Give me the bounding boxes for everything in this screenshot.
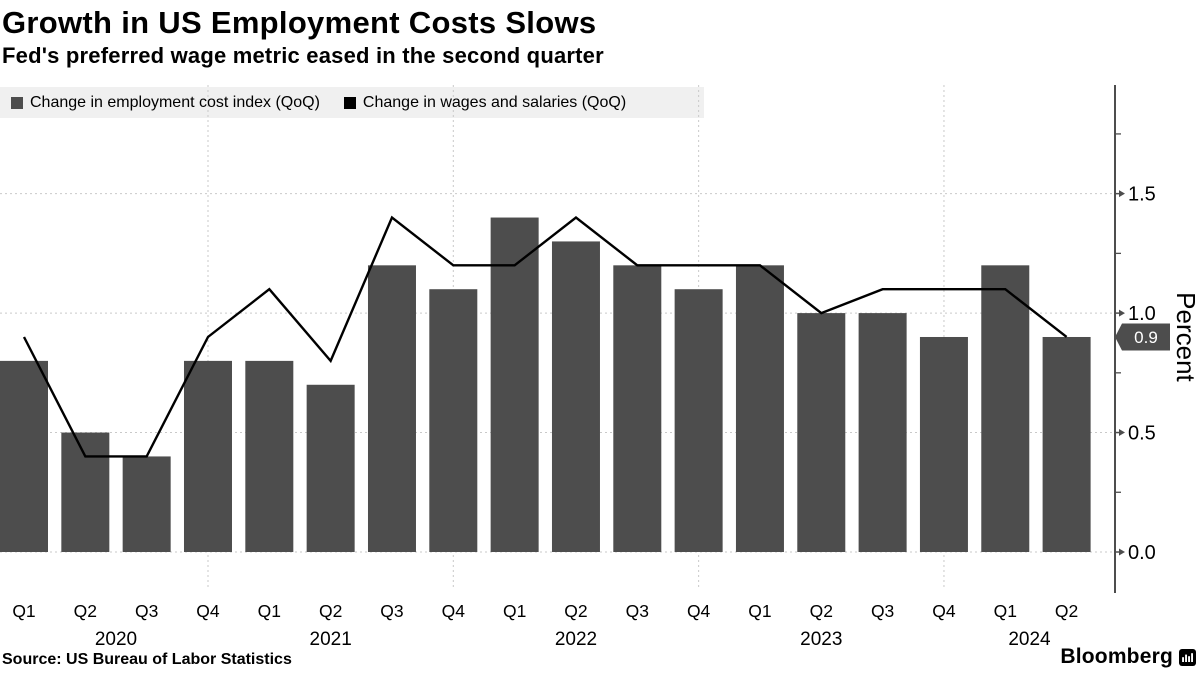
bar-Q2-2022 bbox=[551, 241, 600, 552]
y-tick-arrow-icon bbox=[1119, 548, 1125, 556]
bloomberg-terminal-icon bbox=[1179, 648, 1196, 666]
bar-Q2-2020 bbox=[61, 432, 110, 552]
bloomberg-wordmark: Bloomberg bbox=[1060, 645, 1173, 668]
x-tick-label-Q1-2022: Q1 bbox=[503, 601, 526, 621]
x-tick-label-Q2-2024: Q2 bbox=[1055, 601, 1078, 621]
chart-title: Growth in US Employment Costs Slows bbox=[2, 5, 597, 40]
x-tick-label-Q1-2023: Q1 bbox=[748, 601, 771, 621]
year-label-2023: 2023 bbox=[800, 629, 842, 650]
x-tick-label-Q2-2021: Q2 bbox=[319, 601, 342, 621]
y-tick-label-1.5: 1.5 bbox=[1128, 184, 1156, 206]
y-tick-arrow-icon bbox=[1119, 429, 1125, 437]
bar-Q2-2023 bbox=[797, 313, 846, 552]
x-tick-label-Q1-2021: Q1 bbox=[258, 601, 281, 621]
wages-series-swatch-icon bbox=[343, 96, 356, 109]
chart-subtitle: Fed's preferred wage metric eased in the… bbox=[2, 43, 604, 68]
y-tick-label-0.5: 0.5 bbox=[1128, 423, 1156, 445]
x-tick-label-Q2-2020: Q2 bbox=[74, 601, 97, 621]
legend: Change in employment cost index (QoQ) Ch… bbox=[11, 87, 626, 118]
x-tick-label-Q4-2022: Q4 bbox=[687, 601, 711, 621]
bar-Q1-2024 bbox=[981, 265, 1030, 552]
bar-Q1-2022 bbox=[490, 217, 539, 553]
x-tick-label-Q4-2023: Q4 bbox=[932, 601, 956, 621]
bar-Q1-2020 bbox=[0, 360, 48, 552]
bloomberg-logo: Bloomberg bbox=[1060, 645, 1196, 669]
bar-Q3-2023 bbox=[858, 313, 907, 552]
legend-label-wages: Change in wages and salaries (QoQ) bbox=[362, 93, 627, 111]
legend-item-employment-cost-index: Change in employment cost index (QoQ) bbox=[11, 94, 320, 112]
x-tick-label-Q3-2020: Q3 bbox=[135, 601, 158, 621]
x-tick-label-Q1-2024: Q1 bbox=[994, 601, 1017, 621]
x-tick-label-Q2-2022: Q2 bbox=[564, 601, 587, 621]
x-tick-label-Q4-2021: Q4 bbox=[442, 601, 466, 621]
last-value-marker bbox=[1115, 323, 1170, 351]
x-tick-label-Q3-2023: Q3 bbox=[871, 601, 894, 621]
wages-line bbox=[22, 215, 1068, 458]
y-tick-label-0.0: 0.0 bbox=[1128, 542, 1156, 564]
y-axis-title: Percent bbox=[1171, 292, 1200, 382]
last-value-marker-label: 0.9 bbox=[1134, 328, 1158, 347]
bar-Q4-2021 bbox=[429, 289, 478, 552]
bar-Q1-2021 bbox=[245, 360, 294, 552]
x-tick-label-Q3-2022: Q3 bbox=[626, 601, 649, 621]
year-label-2020: 2020 bbox=[95, 629, 137, 650]
year-label-2024: 2024 bbox=[1008, 629, 1051, 650]
year-label-2021: 2021 bbox=[310, 629, 352, 650]
y-tick-label-1.0: 1.0 bbox=[1128, 303, 1156, 325]
year-label-2022: 2022 bbox=[555, 629, 597, 650]
x-tick-label-Q1-2020: Q1 bbox=[12, 601, 35, 621]
bar-Q2-2024 bbox=[1042, 336, 1091, 552]
bar-Q3-2022 bbox=[613, 265, 662, 552]
y-tick-arrow-icon bbox=[1119, 190, 1125, 198]
source-note: Source: US Bureau of Labor Statistics bbox=[2, 651, 292, 668]
bar-Q3-2020 bbox=[122, 456, 171, 552]
y-tick-arrow-icon bbox=[1119, 309, 1125, 317]
x-tick-label-Q2-2023: Q2 bbox=[810, 601, 833, 621]
bar-Q1-2023 bbox=[735, 265, 784, 552]
bar-Q4-2020 bbox=[183, 360, 232, 552]
legend-item-wages-and-salaries: Change in wages and salaries (QoQ) bbox=[343, 93, 627, 112]
x-tick-label-Q3-2021: Q3 bbox=[380, 601, 403, 621]
bar-Q2-2021 bbox=[306, 384, 355, 552]
eci-series-swatch-icon bbox=[11, 96, 23, 109]
bar-Q3-2021 bbox=[367, 265, 416, 552]
bar-Q4-2023 bbox=[919, 336, 968, 552]
legend-label-eci: Change in employment cost index (QoQ) bbox=[30, 93, 320, 111]
x-tick-label-Q4-2020: Q4 bbox=[196, 601, 220, 621]
bar-Q4-2022 bbox=[674, 289, 723, 552]
